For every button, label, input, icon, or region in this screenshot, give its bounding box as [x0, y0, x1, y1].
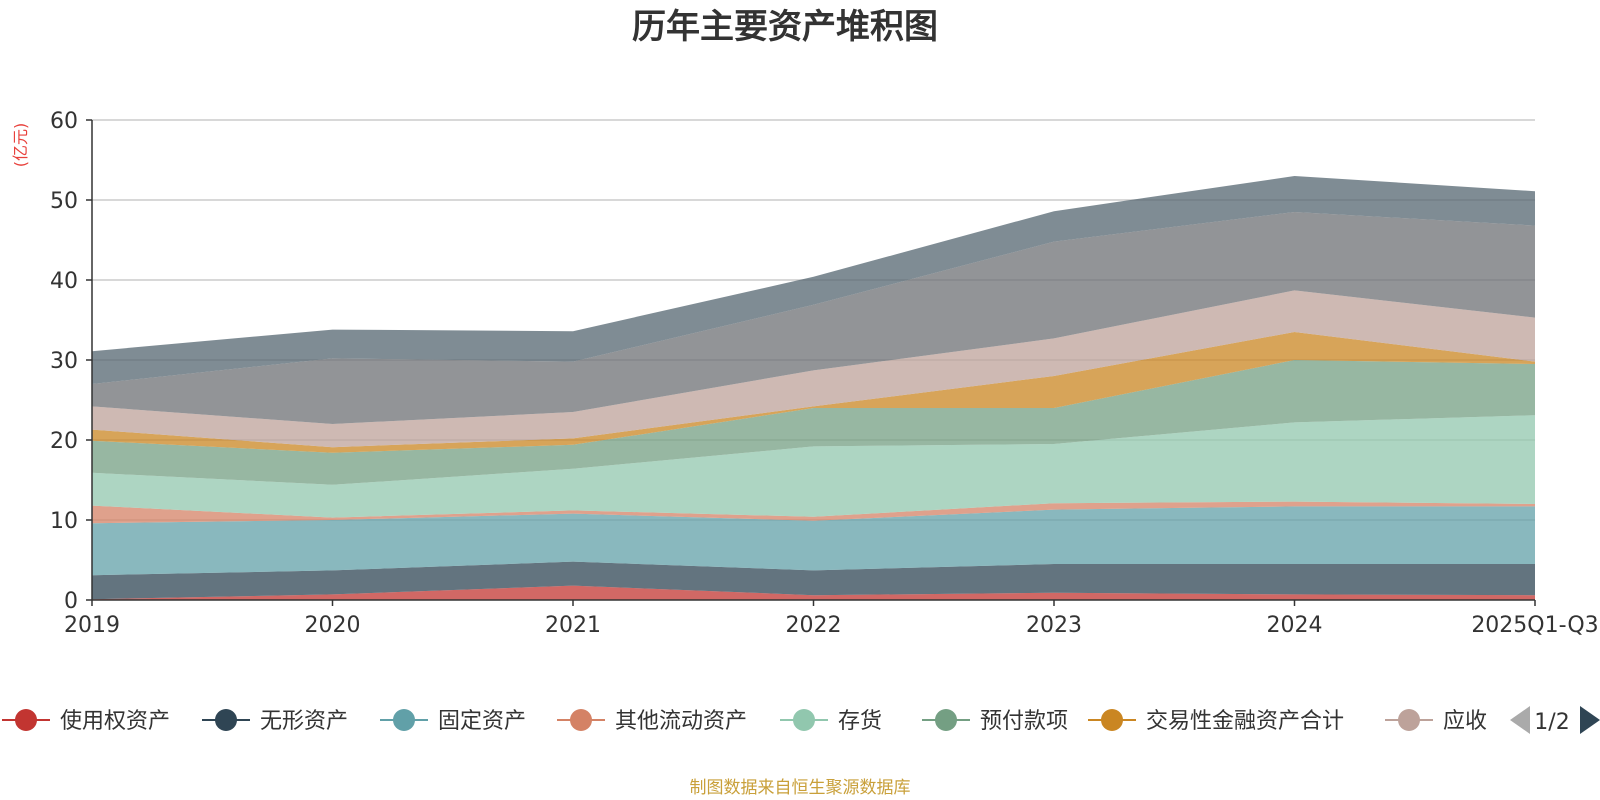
x-tick-label-3: 2022	[786, 613, 842, 638]
area-series-2	[92, 506, 1535, 576]
area-series-3	[92, 501, 1535, 524]
x-tick-label-1: 2020	[305, 613, 361, 638]
legend-item-5[interactable]: 预付款项	[922, 709, 1068, 734]
chart-title: 历年主要资产堆积图	[632, 7, 938, 47]
legend-prev-icon[interactable]	[1510, 706, 1530, 734]
y-tick-label-6: 60	[50, 109, 78, 134]
area-series-1	[92, 561, 1535, 600]
x-tick-label-2: 2021	[545, 613, 601, 638]
legend-marker-1	[215, 709, 237, 731]
area-series-4	[92, 415, 1535, 518]
y-tick-label-0: 0	[64, 589, 78, 614]
y-tick-label-2: 20	[50, 429, 78, 454]
area-series-0	[92, 585, 1535, 600]
y-axis-unit: (亿元)	[11, 123, 30, 168]
data-source-note: 制图数据来自恒生聚源数据库	[690, 778, 911, 798]
legend-label-6: 交易性金融资产合计	[1146, 709, 1344, 734]
area-series-7	[92, 290, 1535, 448]
x-tick-label-4: 2023	[1026, 613, 1082, 638]
legend-item-6[interactable]: 交易性金融资产合计	[1088, 709, 1344, 734]
legend-marker-0	[15, 709, 37, 731]
legend-marker-4	[793, 709, 815, 731]
legend-pager: 1/2	[1510, 706, 1600, 735]
legend-next-icon[interactable]	[1580, 706, 1600, 734]
legend: 使用权资产 无形资产 固定资产 其他流动资产 存货 预付款项 交易性金融资产合计 应收	[2, 709, 1487, 734]
legend-marker-7	[1398, 709, 1420, 731]
legend-item-4[interactable]: 存货	[780, 709, 882, 734]
legend-marker-6	[1101, 709, 1123, 731]
legend-label-5: 预付款项	[980, 709, 1068, 734]
legend-item-2[interactable]: 固定资产	[380, 709, 526, 734]
legend-item-3[interactable]: 其他流动资产	[557, 709, 747, 734]
legend-page-indicator: 1/2	[1534, 710, 1569, 735]
legend-label-2: 固定资产	[438, 709, 526, 734]
area-series-5	[92, 360, 1535, 485]
x-tick-label-0: 2019	[64, 613, 120, 638]
legend-item-0[interactable]: 使用权资产	[2, 709, 170, 734]
y-tick-label-5: 50	[50, 189, 78, 214]
area-series-8	[92, 212, 1535, 424]
legend-label-3: 其他流动资产	[615, 709, 747, 734]
legend-item-1[interactable]: 无形资产	[202, 709, 348, 734]
legend-label-4: 存货	[838, 709, 882, 734]
legend-marker-3	[570, 709, 592, 731]
legend-marker-2	[393, 709, 415, 731]
x-tick-label-6: 2025Q1-Q3	[1471, 613, 1598, 638]
y-tick-label-1: 10	[50, 509, 78, 534]
legend-label-7: 应收	[1443, 709, 1487, 734]
legend-marker-5	[935, 709, 957, 731]
y-tick-label-3: 30	[50, 349, 78, 374]
y-tick-label-4: 40	[50, 269, 78, 294]
area-series	[92, 176, 1535, 600]
legend-label-1: 无形资产	[260, 709, 348, 734]
area-series-6	[92, 332, 1535, 453]
legend-label-0: 使用权资产	[60, 709, 170, 734]
x-tick-label-5: 2024	[1267, 613, 1323, 638]
area-series-9	[92, 176, 1535, 384]
axes: 0 10 20 30 40 50 60 2019 2020 2021 2022 2023 2024 202…	[50, 109, 1599, 638]
legend-item-7[interactable]: 应收	[1385, 709, 1487, 734]
